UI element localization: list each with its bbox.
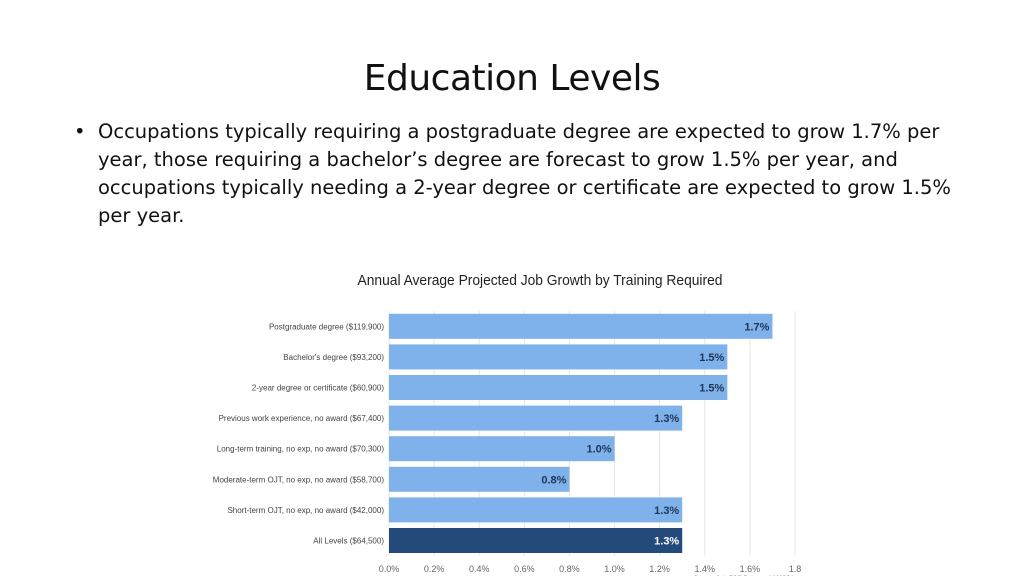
value-label: 1.5% — [699, 352, 724, 364]
bar — [389, 466, 570, 492]
x-tick-label: 1.6% — [740, 564, 761, 574]
value-label: 1.3% — [654, 505, 679, 517]
bar — [389, 528, 683, 553]
category-label: Previous work experience, no award ($67,… — [219, 414, 385, 423]
bullet-item: • Occupations typically requiring a post… — [72, 118, 952, 230]
chart-title: Annual Average Projected Job Growth by T… — [357, 272, 723, 289]
bullet-list: • Occupations typically requiring a post… — [72, 118, 952, 230]
value-label: 1.3% — [654, 413, 679, 425]
category-label: Short-term OJT, no exp, no award ($42,00… — [227, 506, 384, 515]
bar — [389, 436, 615, 462]
category-label: 2-year degree or certificate ($60,900) — [252, 384, 384, 393]
source-note: Source: JobsEQ®,Data as of 2023Q1 — [694, 575, 795, 576]
x-tick-label: 0.4% — [469, 564, 490, 574]
value-label: 1.5% — [699, 383, 724, 395]
category-label: Moderate-term OJT, no exp, no award ($58… — [213, 475, 385, 484]
x-tick-label: 1.0% — [604, 564, 625, 574]
category-label: Postgraduate degree ($119,900) — [269, 322, 384, 331]
value-label: 1.7% — [744, 321, 769, 333]
x-tick-label: 1.8 — [789, 564, 802, 574]
category-label: All Levels ($64,500) — [313, 537, 384, 546]
x-tick-label: 1.2% — [649, 564, 670, 574]
bar — [389, 497, 683, 523]
x-tick-label: 0.6% — [514, 564, 535, 574]
category-label: Bachelor's degree ($93,200) — [283, 353, 384, 362]
x-tick-label: 1.4% — [695, 564, 716, 574]
bar — [389, 313, 773, 339]
bullet-text: Occupations typically requiring a postgr… — [98, 120, 951, 227]
bar — [389, 375, 728, 400]
value-label: 0.8% — [541, 474, 566, 486]
bullet-dot-icon: • — [74, 120, 86, 143]
x-tick-label: 0.2% — [424, 564, 445, 574]
x-tick-label: 0.8% — [559, 564, 580, 574]
bar — [389, 344, 728, 370]
bar — [389, 405, 683, 431]
category-label: Long-term training, no exp, no award ($7… — [217, 445, 385, 454]
value-label: 1.3% — [654, 536, 679, 548]
slide-title: Education Levels — [363, 58, 661, 99]
x-tick-label: 0.0% — [379, 564, 400, 574]
value-label: 1.0% — [586, 444, 611, 456]
